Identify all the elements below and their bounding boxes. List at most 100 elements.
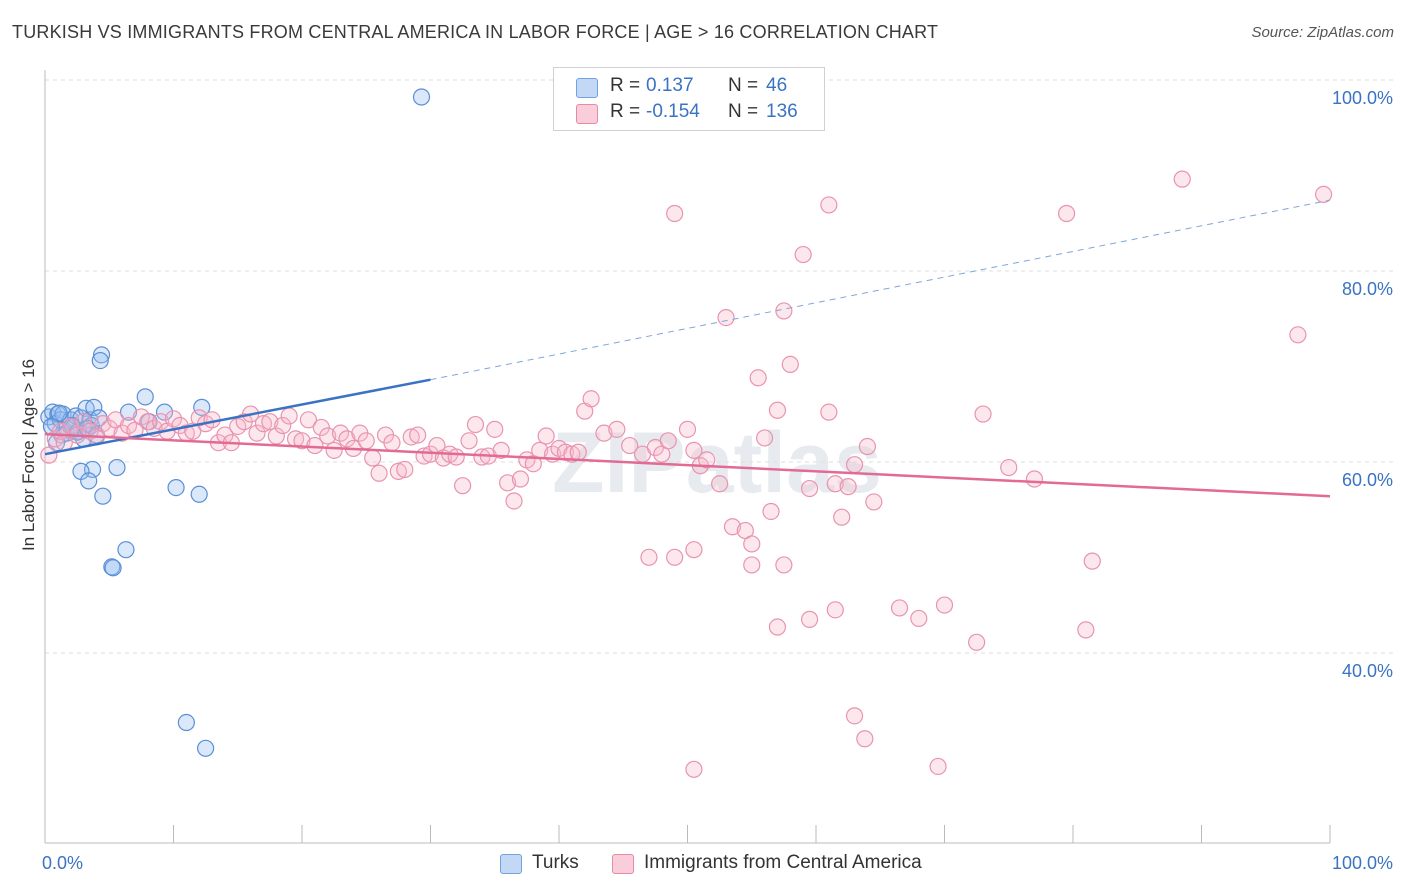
point-central-america bbox=[139, 413, 157, 431]
point-central-america bbox=[974, 405, 992, 423]
point-central-america bbox=[749, 369, 767, 387]
point-central-america bbox=[685, 760, 703, 778]
point-central-america bbox=[935, 596, 954, 614]
series-central-america bbox=[40, 170, 1333, 778]
source-label: Source: ZipAtlas.com bbox=[1251, 24, 1394, 41]
point-central-america bbox=[274, 416, 292, 435]
point-central-america bbox=[845, 707, 864, 725]
x-tick-label: 0.0% bbox=[42, 853, 83, 873]
point-turks bbox=[91, 351, 109, 370]
point-central-america bbox=[820, 403, 838, 421]
point-central-america bbox=[261, 413, 279, 431]
y-tick-label: 40.0% bbox=[1342, 661, 1393, 681]
point-central-america bbox=[1025, 470, 1044, 488]
point-central-america bbox=[794, 245, 812, 264]
point-turks bbox=[103, 558, 121, 576]
point-central-america bbox=[312, 418, 330, 437]
point-central-america bbox=[267, 427, 285, 445]
bottom-legend-label-turks: Turks bbox=[532, 852, 579, 873]
series-turks bbox=[40, 88, 431, 757]
point-central-america bbox=[768, 401, 787, 419]
point-central-america bbox=[190, 409, 208, 427]
point-central-america bbox=[743, 535, 761, 553]
point-turks bbox=[119, 403, 138, 421]
correlation-legend: R = 0.137 N = 46 R = -0.154 N = 136 bbox=[553, 67, 825, 131]
point-central-america bbox=[640, 548, 658, 566]
legend-r-value: -0.154 bbox=[646, 101, 700, 122]
point-turks bbox=[197, 739, 215, 757]
y-tick-label: 80.0% bbox=[1342, 279, 1393, 299]
legend-r-value: 0.137 bbox=[646, 75, 694, 96]
trend-line-turks bbox=[44, 378, 431, 456]
point-central-america bbox=[364, 449, 382, 467]
point-central-america bbox=[511, 470, 530, 488]
y-tick-label: 100.0% bbox=[1332, 88, 1393, 108]
point-central-america bbox=[40, 446, 58, 464]
point-central-america bbox=[396, 460, 414, 479]
point-central-america bbox=[537, 427, 555, 445]
legend-n-label: N = bbox=[728, 75, 759, 96]
point-central-america bbox=[910, 609, 928, 628]
point-turks bbox=[80, 472, 98, 490]
point-turks bbox=[108, 458, 126, 477]
point-turks bbox=[177, 713, 195, 732]
point-central-america bbox=[968, 633, 986, 651]
point-central-america bbox=[74, 413, 93, 431]
point-central-america bbox=[621, 436, 639, 455]
point-turks bbox=[190, 485, 208, 503]
point-central-america bbox=[1289, 326, 1307, 344]
point-central-america bbox=[164, 410, 183, 428]
point-central-america bbox=[254, 415, 273, 433]
point-central-america bbox=[466, 415, 485, 434]
legend-n-value: 136 bbox=[766, 101, 798, 122]
point-central-america bbox=[865, 493, 883, 511]
point-central-america bbox=[402, 428, 420, 446]
watermark: ZIPatlas bbox=[552, 415, 882, 511]
point-central-america bbox=[595, 424, 613, 442]
legend-swatch-turks bbox=[576, 78, 598, 98]
point-central-america bbox=[685, 541, 703, 559]
point-turks bbox=[136, 388, 154, 406]
point-central-america bbox=[826, 475, 844, 493]
legend-r-label: R = bbox=[610, 75, 641, 96]
bottom-legend-swatch-turks bbox=[500, 854, 522, 874]
point-central-america bbox=[409, 426, 427, 444]
point-central-america bbox=[833, 508, 851, 526]
point-central-america bbox=[325, 441, 343, 459]
point-central-america bbox=[685, 441, 703, 459]
point-turks bbox=[94, 487, 112, 505]
point-central-america bbox=[717, 309, 735, 327]
point-central-america bbox=[582, 390, 600, 408]
legend-r-label: R = bbox=[610, 101, 641, 122]
point-central-america bbox=[389, 462, 407, 480]
point-central-america bbox=[929, 757, 947, 776]
point-central-america bbox=[299, 411, 318, 429]
point-central-america bbox=[454, 477, 472, 495]
point-central-america bbox=[492, 441, 510, 459]
gridlines bbox=[45, 79, 1395, 654]
point-central-america bbox=[820, 196, 838, 214]
y-axis-label: In Labor Force | Age > 16 bbox=[19, 359, 38, 551]
point-central-america bbox=[826, 601, 844, 619]
point-central-america bbox=[858, 437, 877, 456]
point-central-america bbox=[357, 432, 375, 450]
point-central-america bbox=[319, 427, 337, 445]
bottom-legend-swatch-central-america bbox=[612, 854, 634, 874]
point-central-america bbox=[1000, 458, 1018, 477]
point-central-america bbox=[1057, 204, 1076, 223]
point-turks bbox=[104, 559, 122, 577]
legend-n-value: 46 bbox=[766, 75, 788, 96]
point-central-america bbox=[762, 502, 780, 521]
point-central-america bbox=[331, 424, 350, 442]
point-central-america bbox=[1077, 621, 1095, 639]
point-central-america bbox=[505, 492, 523, 510]
point-central-america bbox=[447, 448, 465, 466]
point-turks bbox=[193, 398, 211, 416]
point-central-america bbox=[755, 429, 774, 447]
point-central-america bbox=[856, 730, 874, 748]
point-central-america bbox=[659, 432, 677, 450]
point-central-america bbox=[499, 474, 517, 492]
point-central-america bbox=[370, 464, 388, 482]
trend-line-central-america bbox=[44, 432, 1331, 498]
